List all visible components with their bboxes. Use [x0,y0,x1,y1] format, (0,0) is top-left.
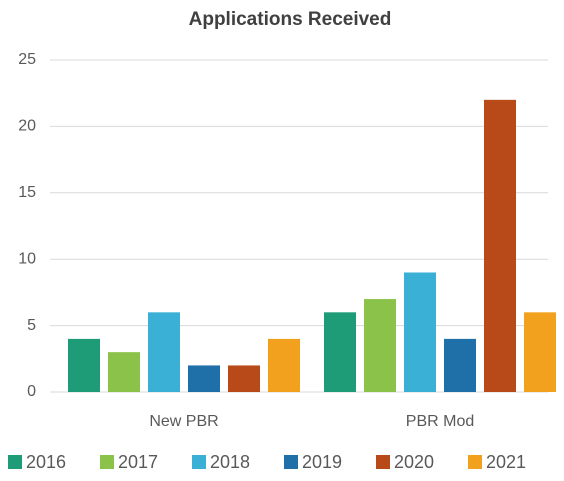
bar [364,299,396,392]
bar [444,338,476,392]
bar [228,365,260,392]
legend-label: 2017 [118,452,158,472]
bar [188,365,220,392]
legend-swatch [468,455,482,469]
y-tick-label: 20 [18,118,36,135]
y-tick-label: 5 [27,317,36,334]
y-tick-label: 15 [18,184,36,201]
bar [148,312,180,392]
bar [324,312,356,392]
legend-label: 2016 [26,452,66,472]
legend-swatch [8,455,22,469]
legend-label: 2019 [302,452,342,472]
legend-label: 2020 [394,452,434,472]
bar [484,99,516,392]
legend-label: 2021 [486,452,526,472]
legend-swatch [284,455,298,469]
bar [68,338,100,392]
legend-label: 2018 [210,452,250,472]
y-tick-label: 10 [18,250,36,267]
legend-swatch [192,455,206,469]
bar [524,312,556,392]
bar [108,352,140,392]
legend-swatch [376,455,390,469]
y-tick-label: 25 [18,51,36,68]
y-tick-label: 0 [27,383,36,400]
legend-swatch [100,455,114,469]
chart-title: Applications Received [189,9,392,30]
bar [268,338,300,392]
x-tick-label: PBR Mod [406,413,474,430]
x-tick-label: New PBR [149,413,218,430]
bar [404,272,436,392]
